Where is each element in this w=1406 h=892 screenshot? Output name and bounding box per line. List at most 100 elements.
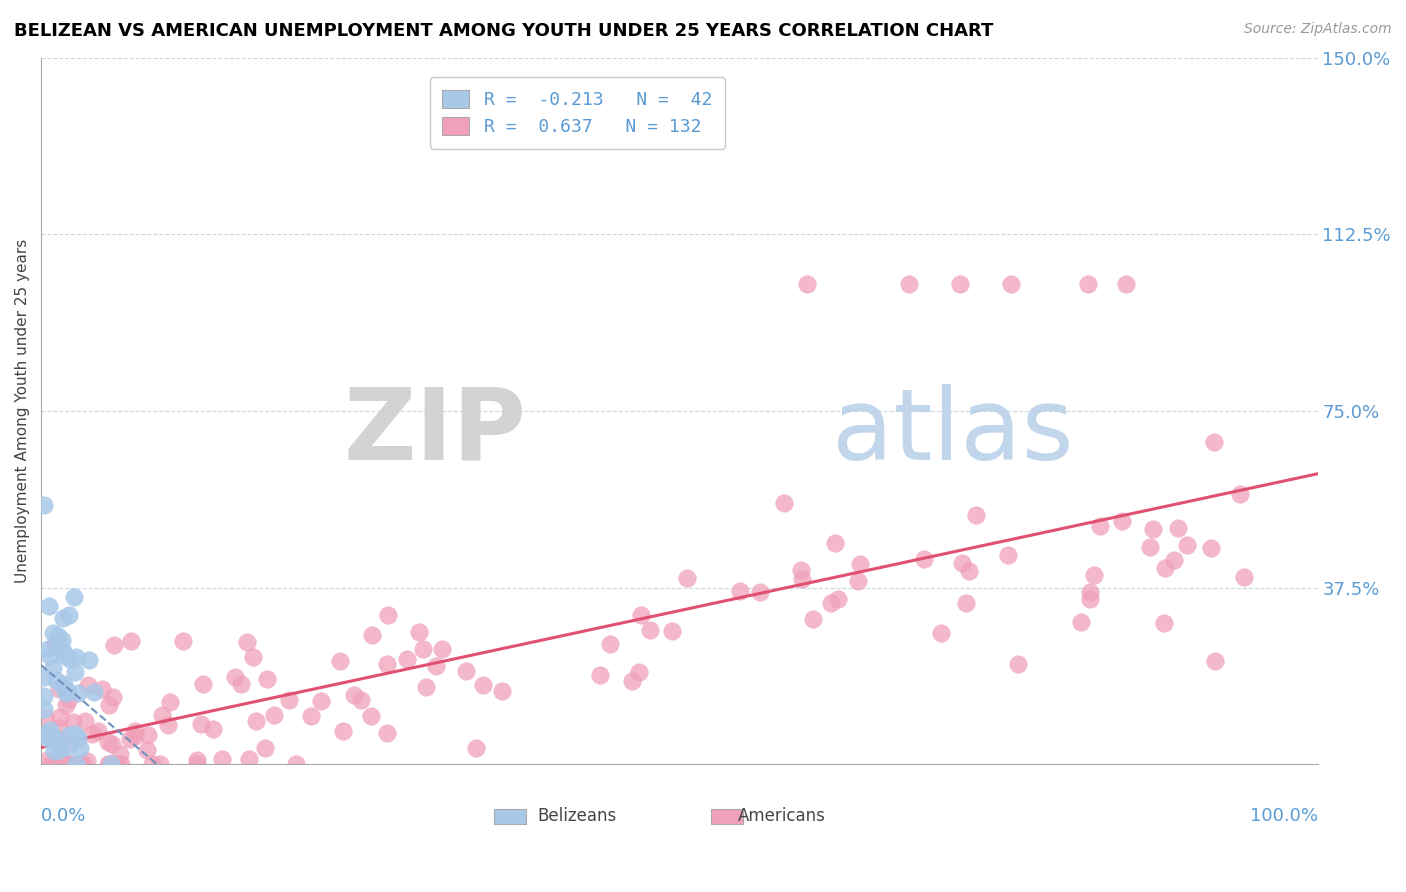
Point	[72, 756, 94, 771]
Point	[491, 684, 513, 698]
Point	[375, 657, 398, 671]
Point	[76, 678, 98, 692]
Point	[65, 756, 87, 771]
Point	[661, 624, 683, 639]
Point	[1175, 538, 1198, 552]
Point	[70, 756, 93, 771]
Point	[35, 753, 58, 767]
Point	[929, 626, 952, 640]
Point	[51, 610, 73, 624]
Point	[1078, 585, 1101, 599]
Point	[32, 702, 55, 716]
FancyBboxPatch shape	[495, 809, 526, 824]
Point	[101, 737, 124, 751]
Point	[790, 572, 813, 586]
Point	[796, 277, 818, 291]
Point	[97, 756, 120, 771]
FancyBboxPatch shape	[711, 809, 744, 824]
Point	[820, 596, 842, 610]
Text: Source: ZipAtlas.com: Source: ZipAtlas.com	[1244, 22, 1392, 37]
Point	[59, 651, 82, 665]
Point	[465, 741, 488, 756]
Point	[34, 711, 56, 725]
Point	[1163, 553, 1185, 567]
Point	[58, 692, 80, 706]
Point	[965, 508, 987, 522]
Point	[245, 714, 267, 728]
Point	[898, 277, 921, 291]
Point	[55, 698, 77, 712]
Point	[53, 756, 76, 771]
Point	[38, 648, 60, 663]
Point	[377, 608, 399, 623]
Point	[37, 641, 59, 656]
Point	[375, 726, 398, 740]
Point	[1000, 277, 1022, 291]
Point	[1233, 570, 1256, 584]
Point	[73, 714, 96, 728]
Point	[32, 689, 55, 703]
Point	[772, 496, 794, 510]
Point	[49, 709, 72, 723]
Point	[676, 571, 699, 585]
Point	[62, 715, 84, 730]
Point	[97, 735, 120, 749]
Point	[101, 690, 124, 704]
Point	[149, 756, 172, 771]
Point	[32, 670, 55, 684]
Point	[396, 651, 419, 665]
Point	[58, 756, 80, 771]
Point	[83, 685, 105, 699]
Point	[949, 277, 972, 291]
Point	[38, 599, 60, 613]
Point	[1154, 561, 1177, 575]
Point	[48, 731, 70, 746]
Point	[63, 727, 86, 741]
Point	[1077, 277, 1099, 291]
Point	[1070, 615, 1092, 630]
Point	[65, 665, 87, 680]
Point	[53, 677, 76, 691]
Text: Belizeans: Belizeans	[537, 806, 617, 825]
Point	[253, 740, 276, 755]
Point	[120, 732, 142, 747]
Point	[1111, 514, 1133, 528]
Point	[76, 755, 98, 769]
Point	[415, 680, 437, 694]
Point	[46, 637, 69, 651]
Point	[191, 677, 214, 691]
Point	[172, 634, 194, 648]
Point	[42, 660, 65, 674]
Point	[224, 671, 246, 685]
Point	[1229, 486, 1251, 500]
Point	[412, 642, 434, 657]
Point	[100, 756, 122, 771]
Point	[69, 741, 91, 756]
Point	[38, 731, 60, 746]
Point	[53, 648, 76, 663]
Point	[1139, 540, 1161, 554]
Point	[67, 756, 90, 771]
Point	[44, 731, 66, 746]
Point	[46, 629, 69, 643]
Point	[56, 756, 79, 771]
Point	[100, 756, 122, 771]
Point	[620, 674, 643, 689]
Point	[408, 625, 430, 640]
Point	[1167, 521, 1189, 535]
Point	[77, 653, 100, 667]
Point	[80, 726, 103, 740]
Point	[454, 664, 477, 678]
Point	[100, 756, 122, 771]
Point	[34, 727, 56, 741]
Point	[141, 756, 163, 771]
Point	[53, 756, 76, 771]
Point	[42, 625, 65, 640]
Point	[955, 596, 977, 610]
Point	[201, 722, 224, 736]
Point	[1078, 592, 1101, 607]
Point	[1199, 541, 1222, 555]
Point	[51, 632, 73, 647]
Point	[361, 628, 384, 642]
Point	[360, 709, 382, 723]
